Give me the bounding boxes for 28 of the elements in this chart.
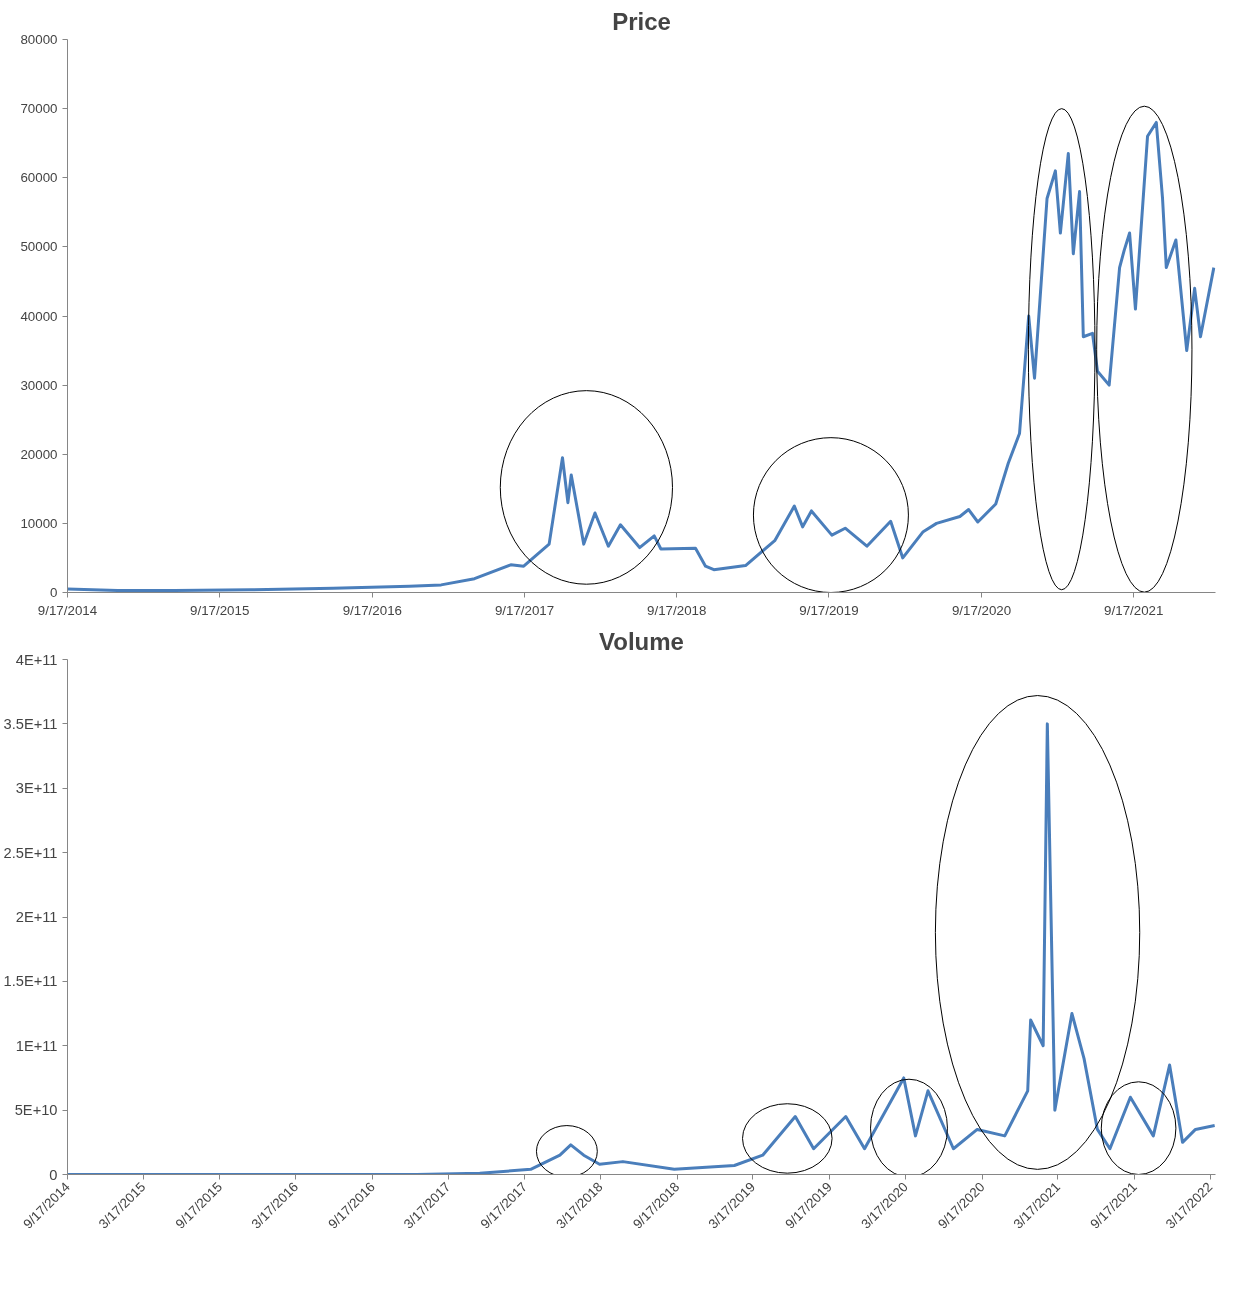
y-tick-label: 4E+11	[15, 651, 58, 668]
x-tick-label: 9/17/2018	[647, 602, 707, 618]
y-tick-label: 60000	[20, 170, 58, 186]
y-tick-label: 10000	[20, 515, 58, 531]
y-tick-label: 5E+10	[14, 1102, 58, 1119]
y-tick-label: 80000	[20, 32, 58, 47]
y-tick-label: 0	[49, 1166, 58, 1183]
y-tick-label: 3.5E+11	[3, 715, 58, 732]
y-tick-label: 2.5E+11	[3, 844, 58, 861]
y-tick-label: 3E+11	[15, 780, 58, 797]
y-tick-label: 70000	[20, 101, 58, 117]
chart-title: Price	[612, 7, 671, 35]
y-tick-label: 2E+11	[15, 909, 58, 925]
y-tick-label: 20000	[20, 446, 58, 462]
y-tick-label: 1E+11	[15, 1037, 58, 1054]
x-tick-label: 9/17/2021	[1104, 602, 1164, 618]
x-tick-label: 9/17/2019	[799, 602, 859, 618]
x-tick-label: 9/17/2017	[494, 602, 555, 618]
x-tick-label: 9/17/2020	[951, 602, 1012, 618]
x-tick-label: 9/17/2014	[37, 602, 98, 618]
x-tick-label: 9/17/2015	[190, 602, 250, 618]
y-tick-label: 0	[50, 585, 58, 600]
y-tick-label: 40000	[20, 308, 58, 324]
y-tick-label: 30000	[20, 377, 58, 393]
y-tick-label: 50000	[20, 239, 58, 255]
chart-title: Volume	[599, 627, 684, 655]
y-tick-label: 1.5E+11	[3, 973, 58, 990]
x-tick-label: 9/17/2016	[342, 602, 402, 618]
